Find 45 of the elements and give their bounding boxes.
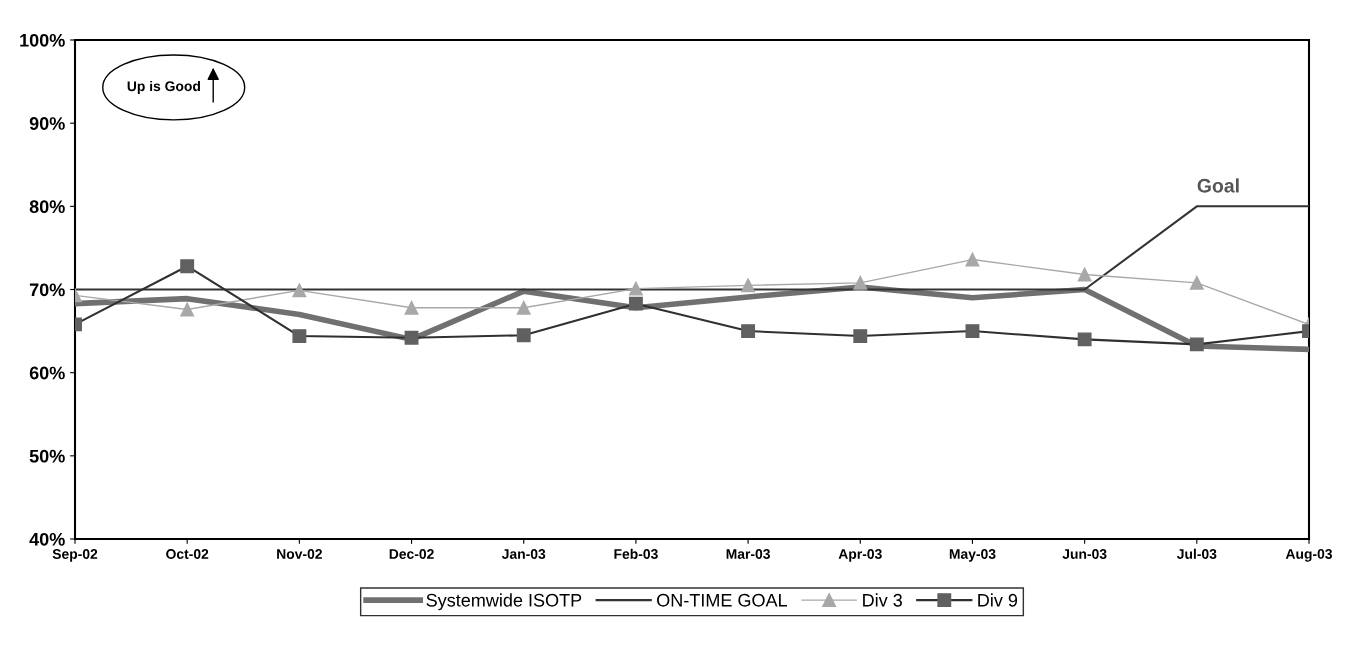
point [516, 300, 531, 315]
legend-label: Div 9 [978, 593, 1018, 607]
x-tick-label: Jul-03 [1176, 548, 1217, 559]
legend-label: ON-TIME GOAL [657, 593, 788, 607]
x-tick-label: Nov-02 [277, 549, 322, 559]
y-tick-label: 100% [20, 33, 65, 47]
point [741, 278, 756, 293]
y-tick-label: 40% [29, 532, 65, 546]
point [1189, 275, 1204, 290]
x-tick-label: May-03 [949, 549, 996, 562]
point [965, 324, 980, 339]
x-tick-label: Apr-03 [838, 549, 882, 562]
point [180, 259, 195, 274]
point [628, 281, 643, 296]
point [404, 300, 419, 315]
point [628, 296, 643, 311]
annotation: Up is Good [127, 80, 200, 94]
point [516, 328, 531, 343]
legend-label: Div 3 [863, 593, 902, 607]
point [853, 275, 868, 290]
x-tick-label: Jun-03 [1062, 549, 1107, 559]
x-tick-label: Mar-03 [726, 549, 770, 559]
point [965, 252, 980, 267]
y-tick-label: 90% [29, 117, 65, 130]
x-tick-label: Sep-02 [52, 549, 98, 562]
y-tick-label: 50% [29, 449, 65, 463]
point [180, 302, 195, 317]
y-tick-label: 80% [29, 200, 65, 214]
x-tick-label: Jan-03 [501, 549, 546, 559]
point [292, 283, 307, 298]
point [741, 324, 756, 339]
point [1189, 337, 1204, 352]
annotation: Goal [1197, 178, 1239, 193]
x-tick-label: Aug-03 [1285, 549, 1333, 562]
x-tick-label: Dec-02 [389, 549, 434, 559]
point [292, 329, 307, 344]
x-tick-label: Oct-02 [166, 549, 209, 559]
legend-label: Systemwide ISOTP [426, 593, 582, 611]
x-tick-label: Feb-03 [614, 548, 658, 559]
point [404, 330, 419, 345]
point [1077, 332, 1092, 347]
point [1077, 267, 1092, 282]
y-tick-label: 70% [29, 283, 65, 297]
y-tick-label: 60% [29, 366, 65, 380]
point [853, 329, 868, 344]
